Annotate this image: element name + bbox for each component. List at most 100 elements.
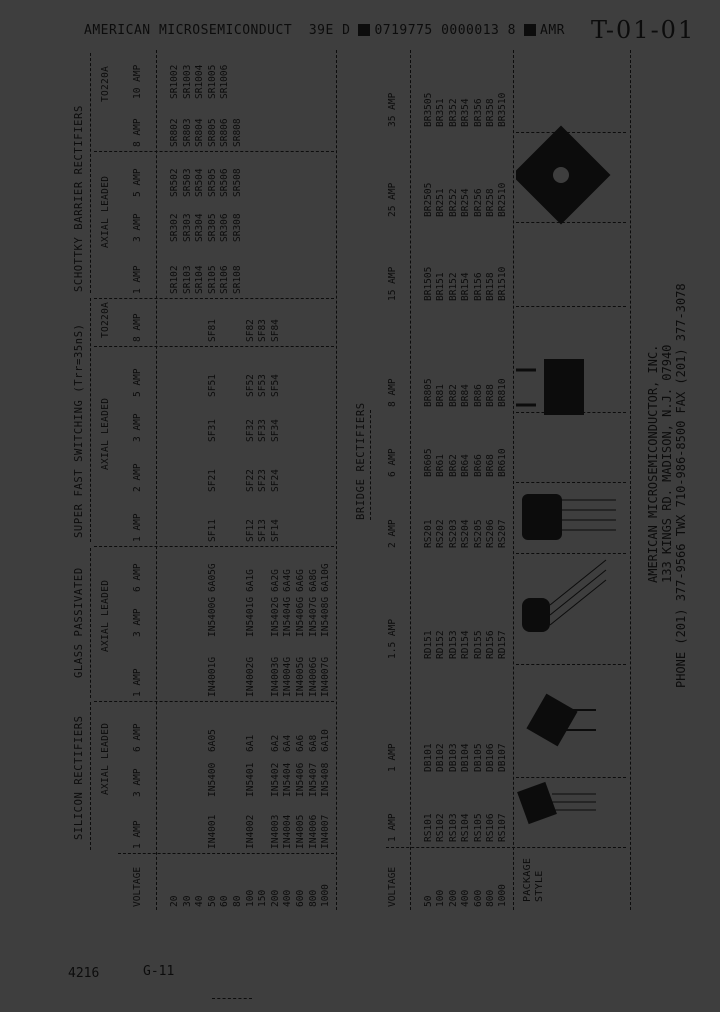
part-number-cell bbox=[169, 297, 180, 345]
package-rs-icon bbox=[517, 781, 596, 825]
table-row: 800 IN4006 IN5407 6A8 IN4006G IN5407G 6A8G bbox=[308, 55, 319, 910]
part-number-cell: SR806 bbox=[219, 118, 231, 147]
part-number-cell: SF11 bbox=[206, 519, 218, 542]
part-number-cell bbox=[282, 55, 293, 102]
subheader-to220a: TO220A bbox=[100, 301, 111, 338]
part-number-cell bbox=[308, 245, 319, 297]
part-number-cell: SF12 bbox=[244, 519, 256, 542]
part-number-cell bbox=[219, 345, 230, 400]
part-number-cell: 2 AMP bbox=[387, 519, 398, 548]
part-number-cell: IN4006G bbox=[307, 656, 319, 697]
part-number-cell: SF33 bbox=[257, 419, 269, 442]
part-number-cell: RS206 bbox=[485, 519, 496, 548]
voltage-cell: 30 bbox=[181, 895, 193, 907]
part-number-cell bbox=[219, 800, 230, 852]
part-number-cell: IN4002 bbox=[244, 814, 256, 849]
part-number-cell: IN5406 bbox=[295, 762, 306, 797]
part-number-cell: 6A05G bbox=[206, 563, 218, 592]
part-number-cell bbox=[245, 245, 256, 297]
part-number-cell bbox=[320, 102, 331, 150]
package-images bbox=[516, 125, 616, 825]
part-number-cell bbox=[169, 495, 180, 545]
voltage-cell: 50 bbox=[423, 895, 434, 907]
part-number-cell: BR64 bbox=[460, 454, 472, 477]
part-number-cell: SF21 bbox=[206, 469, 218, 492]
part-number-cell bbox=[182, 495, 193, 545]
part-number-cell: 3 AMP bbox=[132, 413, 143, 442]
divider bbox=[90, 53, 91, 293]
column-divider bbox=[516, 553, 626, 554]
column-header-row: VOLTAGE 1 AMP 3 AMP 6 AMP 1 AMP 3 AMP 6 AMP 1 A… bbox=[132, 55, 143, 910]
part-number-cell bbox=[194, 445, 205, 495]
part-number-cell: SR506 bbox=[219, 168, 231, 197]
column-divider bbox=[516, 412, 626, 413]
part-number-cell bbox=[182, 445, 193, 495]
black-square-mark bbox=[524, 24, 537, 36]
divider bbox=[630, 50, 631, 910]
part-number-cell: 3 AMP bbox=[132, 213, 143, 242]
part-number-cell bbox=[194, 545, 205, 595]
part-number-cell bbox=[295, 200, 306, 245]
part-number-cell: 6A1G bbox=[244, 569, 256, 592]
column-divider bbox=[94, 346, 334, 347]
voltage-cell: 60 bbox=[219, 895, 231, 907]
part-number-cell bbox=[194, 495, 205, 545]
part-number-cell bbox=[169, 545, 180, 595]
part-number-cell: SR306 bbox=[219, 213, 231, 242]
page-number: 4216 bbox=[68, 966, 100, 981]
part-number-cell bbox=[169, 445, 180, 495]
part-number-cell: IN4002G bbox=[244, 656, 256, 697]
part-number-cell bbox=[308, 445, 319, 495]
part-number-cell bbox=[308, 297, 319, 345]
part-number-cell bbox=[194, 800, 205, 852]
part-number-cell bbox=[219, 400, 230, 445]
part-number-cell: BR156 bbox=[472, 272, 484, 301]
part-number-cell: RD152 bbox=[435, 630, 447, 659]
column-divider bbox=[516, 306, 626, 307]
voltage-cell: 600 bbox=[295, 889, 306, 907]
part-number-cell: BR62 bbox=[447, 454, 459, 477]
divider bbox=[156, 50, 157, 910]
part-number-cell: IN4001 bbox=[206, 814, 218, 849]
part-number-cell: SF54 bbox=[269, 374, 281, 397]
part-number-cell: BR88 bbox=[485, 384, 496, 407]
part-number-cell: SR106 bbox=[219, 265, 231, 294]
part-number-cell bbox=[219, 700, 230, 755]
table-row: 150 SF13 SF23 SF33 SF53 SF83 bbox=[257, 55, 268, 910]
table-row: 50 IN4001 IN5400 6A05 IN4001G IN5400G 6A05G SF1… bbox=[207, 55, 218, 910]
part-number-cell: SR308 bbox=[232, 213, 243, 242]
part-number-cell: 6A10G bbox=[320, 563, 332, 592]
part-number-cell: SR305 bbox=[206, 213, 218, 242]
part-number-cell: SF22 bbox=[244, 469, 256, 492]
part-number-cell: BR61 bbox=[435, 454, 447, 477]
part-number-cell bbox=[232, 700, 243, 755]
part-number-cell: RS101 bbox=[423, 813, 434, 842]
part-number-cell: BR256 bbox=[472, 188, 484, 217]
rotated-datasheet: SILICON RECTIFIERS GLASS PASSIVATED SUPE… bbox=[70, 50, 690, 910]
part-number-cell: SR103 bbox=[181, 265, 193, 294]
part-number-cell: IN4003G bbox=[269, 656, 281, 697]
part-number-cell: 6A8G bbox=[307, 569, 319, 592]
part-number-cell bbox=[169, 595, 180, 640]
table-row: 20 SR102 SR302 SR502 SR802 SR1002 bbox=[169, 55, 180, 910]
divider bbox=[336, 50, 337, 910]
voltage-cell: 800 bbox=[485, 889, 496, 907]
table-row: 400 RS104 DB104 RD154 RS204 BR64 BR84 BR154 BR25… bbox=[460, 50, 471, 910]
part-number-cell bbox=[194, 297, 205, 345]
part-number-cell bbox=[257, 595, 268, 640]
part-number-cell: RS103 bbox=[447, 813, 459, 842]
part-number-cell bbox=[219, 545, 230, 595]
part-number-cell bbox=[270, 102, 281, 150]
part-number-cell bbox=[295, 102, 306, 150]
part-number-cell bbox=[257, 150, 268, 200]
part-number-cell bbox=[320, 495, 331, 545]
part-number-cell: IN5408 bbox=[320, 762, 332, 797]
part-number-cell: IN4007G bbox=[320, 656, 332, 697]
bridge-header-row: VOLTAGE 1 AMP 1 AMP 1.5 AMP 2 AMP 6 AMP 8 AMP 1… bbox=[387, 50, 398, 910]
part-number-cell: BR251 bbox=[435, 188, 447, 217]
header-left-text: AMERICAN MICROSEMICONDUCT 39E D bbox=[84, 22, 351, 38]
part-number-cell bbox=[169, 400, 180, 445]
part-number-cell bbox=[295, 400, 306, 445]
part-number-cell bbox=[257, 700, 268, 755]
divider bbox=[90, 298, 91, 542]
